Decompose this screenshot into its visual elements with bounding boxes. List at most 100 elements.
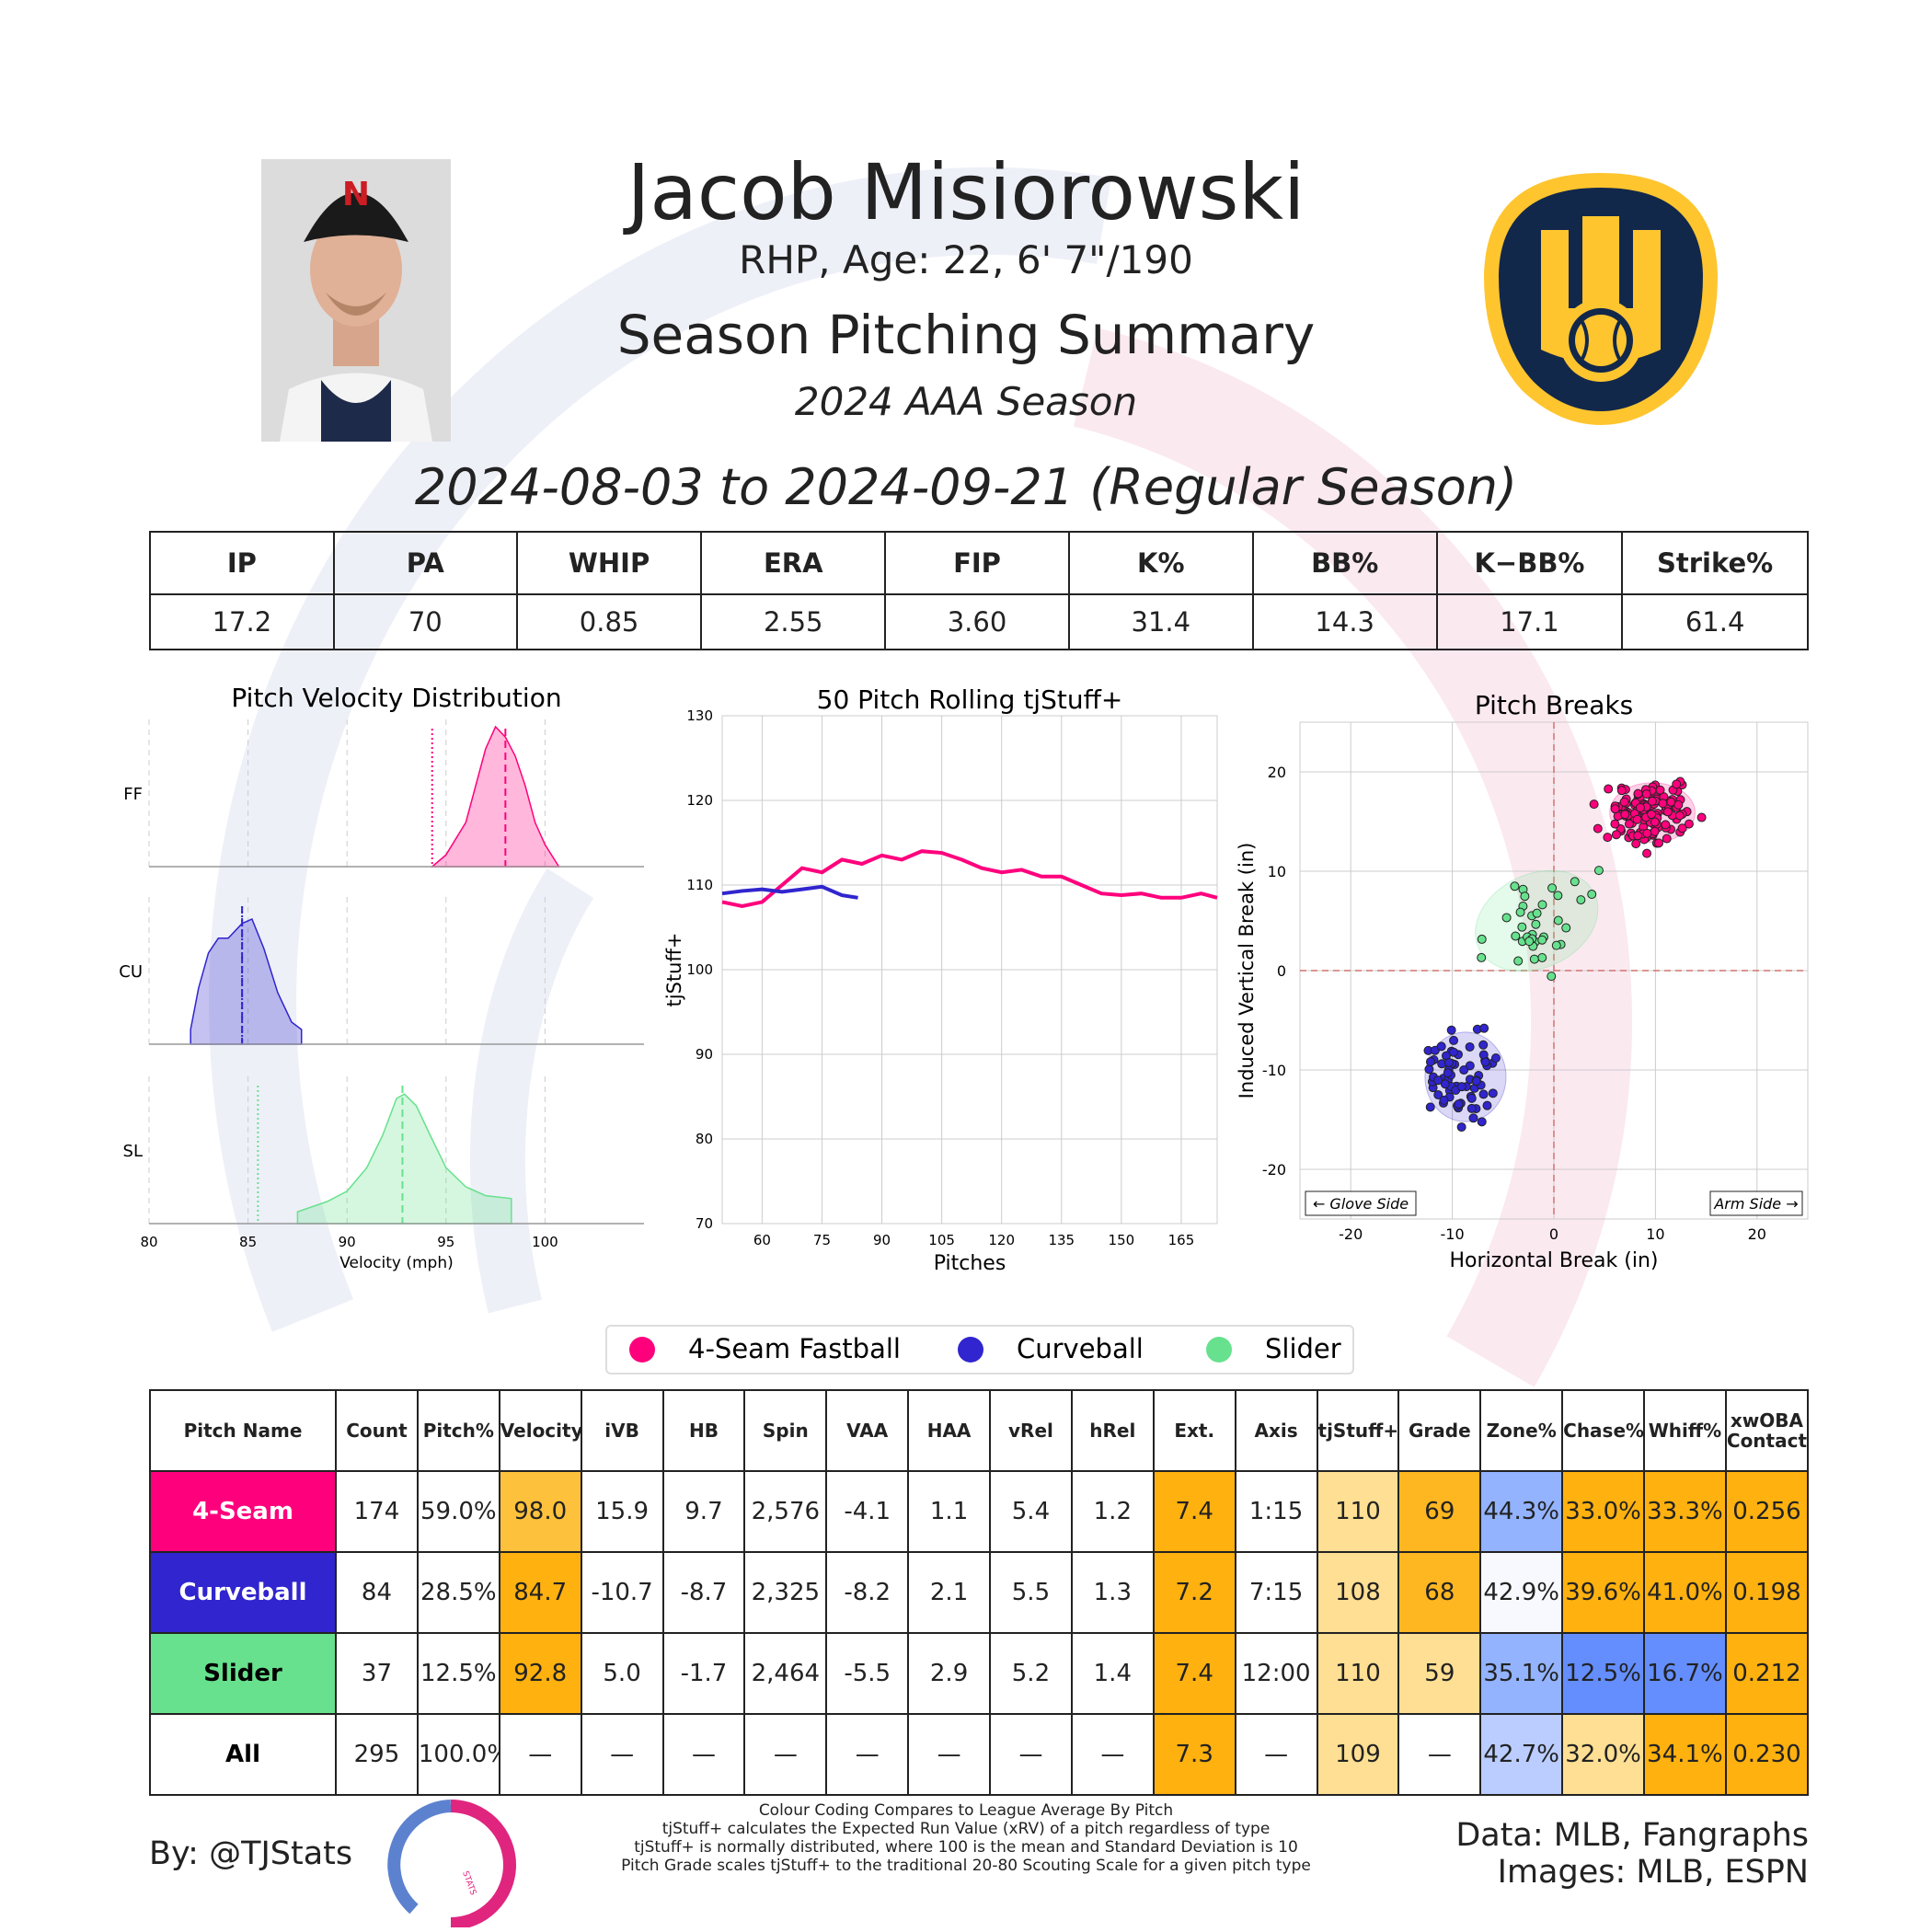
x-tick-label: 0	[1549, 1225, 1558, 1243]
data-point	[1478, 1089, 1489, 1099]
table-cell: 15.9	[580, 1470, 664, 1553]
density-cu	[190, 917, 303, 1045]
data-point	[1647, 796, 1657, 806]
data-point	[1531, 919, 1541, 929]
table-cell: 37	[335, 1632, 419, 1715]
image-source: Images: MLB, ESPN	[1497, 1854, 1809, 1891]
table-cell: 2.1	[907, 1551, 992, 1634]
table-cell: 5.0	[580, 1632, 664, 1715]
data-point	[1561, 923, 1571, 933]
table-row: All295100.0%————————7.3—109—42.7%32.0%34…	[148, 1713, 1810, 1796]
x-axis-label: Pitches	[934, 1252, 1006, 1275]
data-point	[1459, 1065, 1469, 1075]
table-cell: 2,576	[743, 1470, 828, 1553]
data-point	[1589, 799, 1599, 810]
data-point	[1477, 1117, 1487, 1127]
table-cell: —	[743, 1713, 828, 1796]
column-header: HB	[661, 1389, 746, 1472]
table-cell: 1.4	[1070, 1632, 1155, 1715]
velocity-distribution-chart: Pitch Velocity Distribution FF CU SL 80 85 90 9…	[119, 683, 644, 1272]
table-cell: 7.2	[1152, 1551, 1236, 1634]
y-tick-label: 120	[686, 792, 713, 809]
stat-header-2: WHIP	[515, 531, 703, 595]
x-tick-label: 150	[1109, 1232, 1135, 1248]
data-sources: Data: MLB, Fangraphs Images: MLB, ESPN	[1455, 1817, 1809, 1891]
table-cell: 1.1	[907, 1470, 992, 1553]
data-point	[1454, 1099, 1464, 1110]
y-tick-label: 20	[1268, 764, 1286, 781]
data-point	[1587, 890, 1597, 900]
column-header: Count	[335, 1389, 419, 1472]
y-tick-label: 110	[686, 877, 713, 893]
footnote-line: Colour Coding Compares to League Average…	[758, 1801, 1174, 1820]
x-tick-label: 90	[339, 1234, 356, 1250]
pitch-breaks-chart: Pitch Breaks -20 -10 0 10 20 -20 -10 0 10 20 ← Glov…	[1236, 690, 1809, 1272]
x-tick-label: 60	[753, 1232, 771, 1248]
glove-side-label: ← Glove Side	[1313, 1195, 1409, 1213]
data-point	[1424, 1064, 1434, 1075]
data-point	[1433, 1090, 1443, 1100]
column-header: HAA	[907, 1389, 992, 1472]
data-point	[1677, 823, 1687, 834]
data-point	[1443, 1057, 1454, 1067]
data-point	[1672, 779, 1682, 789]
table-cell: -10.7	[580, 1551, 664, 1634]
table-cell: —	[1070, 1713, 1155, 1796]
table-cell: 12.5%	[1561, 1632, 1646, 1715]
column-header: Ext.	[1152, 1389, 1236, 1472]
table-cell: 92.8	[498, 1632, 582, 1715]
table-cell: 5.5	[989, 1551, 1073, 1634]
data-point	[1537, 952, 1547, 962]
player-name: Jacob Misiorowski	[627, 147, 1305, 237]
column-header: Pitch Name	[148, 1389, 338, 1472]
data-point	[1619, 797, 1629, 807]
legend-marker	[1206, 1337, 1232, 1363]
legend-marker	[958, 1337, 983, 1363]
x-tick-label: 100	[532, 1234, 558, 1250]
scatter-group--seam-fastball	[1589, 776, 1707, 858]
data-point	[1436, 1041, 1446, 1052]
data-point	[1477, 934, 1487, 944]
data-point	[1515, 907, 1525, 917]
data-point	[1478, 1040, 1489, 1050]
footnote-line: tjStuff+ is normally distributed, where …	[634, 1838, 1298, 1857]
data-point	[1650, 826, 1660, 836]
stat-header-4: FIP	[884, 531, 1070, 595]
data-point	[1632, 814, 1642, 824]
data-point	[1532, 908, 1542, 918]
stat-value-2: 0.85	[515, 593, 703, 650]
series-label: FF	[123, 785, 143, 804]
stat-value-8: 61.4	[1621, 593, 1809, 650]
density-ff	[430, 725, 560, 868]
data-point	[1511, 931, 1521, 941]
team-logo	[1484, 173, 1718, 425]
data-point	[1488, 1088, 1498, 1098]
data-point	[1449, 1035, 1459, 1045]
table-cell: —	[661, 1713, 746, 1796]
data-point	[1553, 915, 1563, 926]
season-label: 2024 AAA Season	[794, 379, 1138, 424]
table-cell: 12:00	[1234, 1632, 1318, 1715]
data-point	[1468, 1113, 1478, 1123]
pitch-metrics-table: Pitch Name Count Pitch% Velocity iVB HB Spin VA…	[148, 1389, 1810, 1796]
data-point	[1490, 1053, 1501, 1064]
stat-header-0: IP	[149, 531, 335, 595]
table-cell: 2,325	[743, 1551, 828, 1634]
x-tick-label: 10	[1646, 1225, 1664, 1243]
legend-label: Curveball	[1017, 1333, 1144, 1364]
legend-label: Slider	[1265, 1333, 1341, 1364]
date-range: 2024-08-03 to 2024-09-21 (Regular Season…	[414, 458, 1518, 516]
season-stats-table: IP PA WHIP ERA FIP K% BB% K−BB% Strike% 17.2 70 0.…	[149, 531, 1809, 650]
table-cell: 16.7%	[1643, 1632, 1727, 1715]
data-point	[1662, 807, 1673, 817]
table-cell: 108	[1316, 1551, 1400, 1634]
x-axis-label: Velocity (mph)	[339, 1254, 453, 1272]
stat-value-5: 31.4	[1067, 593, 1254, 650]
data-point	[1551, 940, 1561, 950]
table-cell: 12.5%	[416, 1632, 500, 1715]
data-point	[1635, 802, 1645, 812]
column-header: vRel	[989, 1389, 1073, 1472]
data-point	[1604, 784, 1614, 794]
footnote-line: tjStuff+ calculates the Expected Run Val…	[661, 1820, 1271, 1838]
table-cell: 0.256	[1724, 1470, 1810, 1553]
